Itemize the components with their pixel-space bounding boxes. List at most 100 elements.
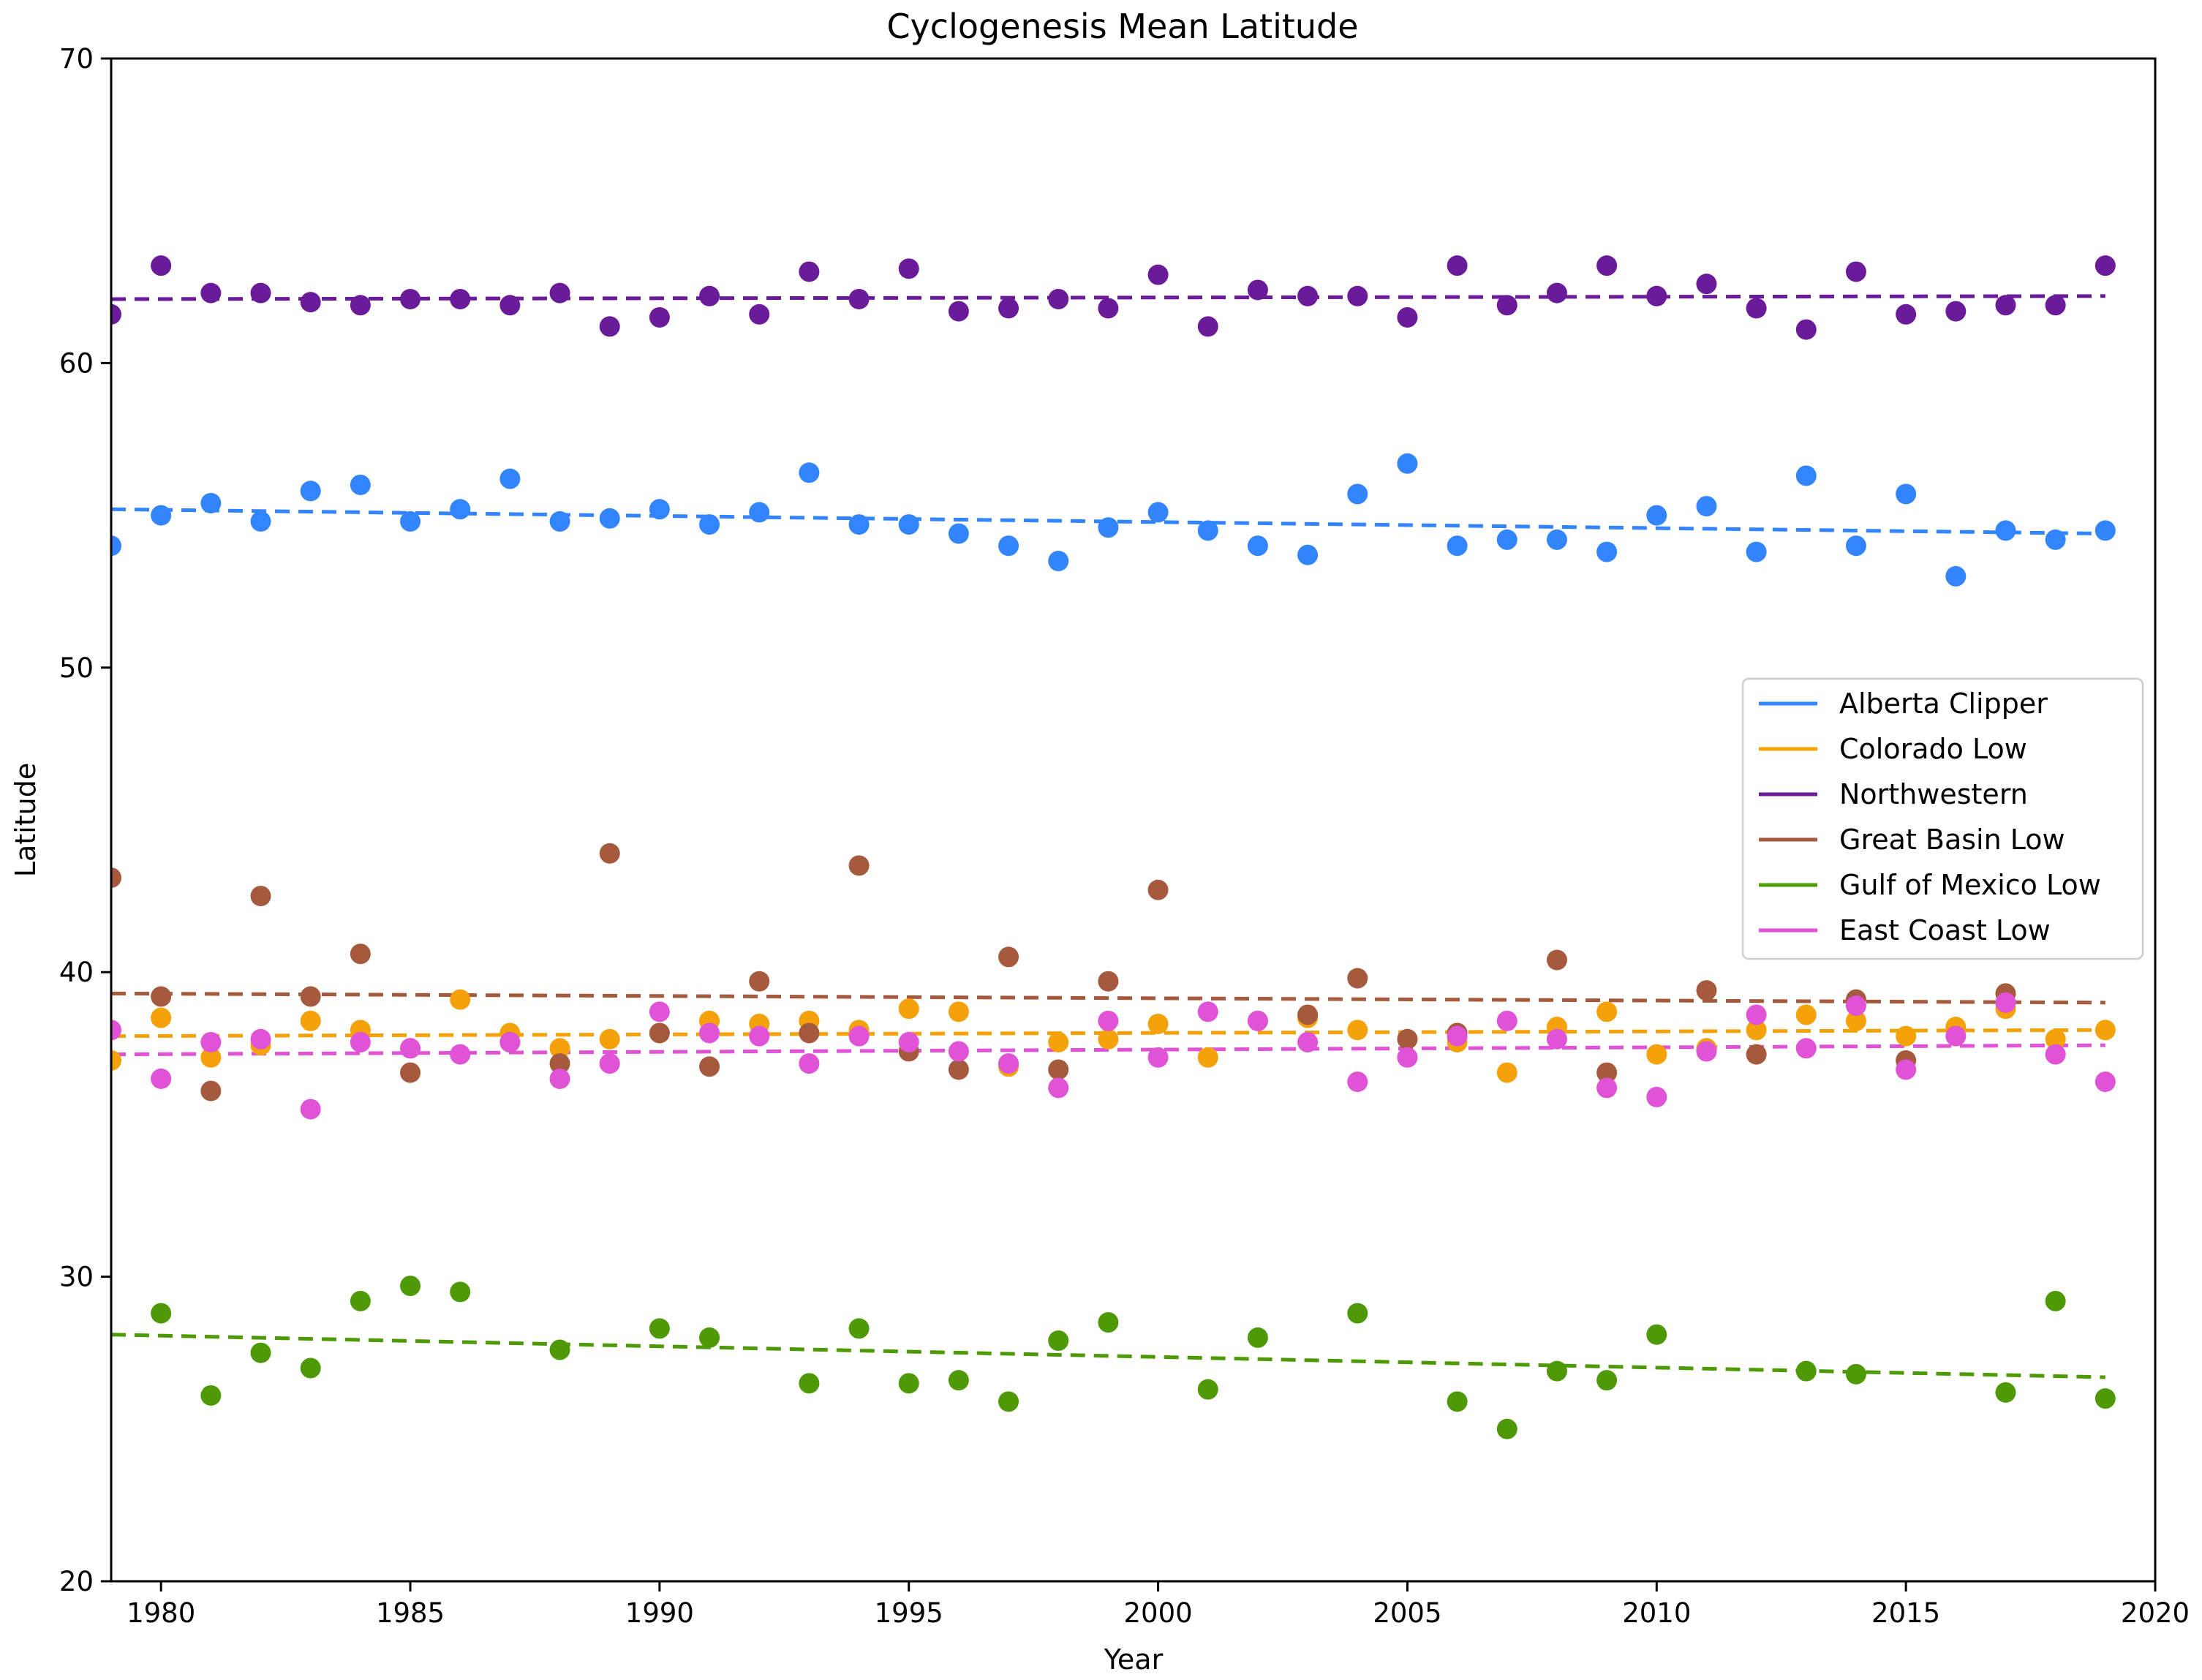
x-axis: 1980 1985 1990 1995 2000 2005 2010 2015 2020 <box>127 1581 2190 1629</box>
chart-title: Cyclogenesis Mean Latitude <box>886 7 1358 46</box>
point-east-coast-low <box>649 1001 670 1022</box>
point-alberta-clipper <box>1496 529 1517 550</box>
point-northwestern <box>1696 274 1717 295</box>
point-colorado-low <box>1845 1010 1866 1031</box>
point-alberta-clipper <box>1696 496 1717 517</box>
point-alberta-clipper <box>848 514 870 535</box>
point-gulf-of-mexico-low <box>1795 1360 1817 1382</box>
trend-line-great-basin-low <box>110 991 2105 1005</box>
point-east-coast-low <box>1896 1059 1917 1080</box>
point-great-basin-low <box>1347 968 1368 989</box>
point-colorado-low <box>1596 1001 1618 1022</box>
point-alberta-clipper <box>1845 535 1866 557</box>
point-colorado-low <box>1896 1025 1917 1047</box>
x-tick-label: 2010 <box>1622 1597 1691 1629</box>
point-great-basin-low <box>300 986 321 1007</box>
point-alberta-clipper <box>1247 535 1268 557</box>
point-alberta-clipper <box>2045 529 2066 550</box>
point-east-coast-low <box>699 1022 720 1044</box>
point-alberta-clipper <box>450 499 471 520</box>
point-colorado-low <box>1795 1004 1817 1025</box>
y-tick-label: 40 <box>59 957 94 988</box>
point-great-basin-low <box>1297 1004 1319 1025</box>
point-gulf-of-mexico-low <box>1995 1382 2016 1403</box>
point-colorado-low <box>1197 1047 1218 1068</box>
point-northwestern <box>1447 255 1468 276</box>
point-gulf-of-mexico-low <box>1247 1327 1268 1348</box>
point-alberta-clipper <box>1197 520 1218 541</box>
point-alberta-clipper <box>300 481 321 502</box>
point-great-basin-low <box>1397 1028 1418 1050</box>
point-alberta-clipper <box>599 508 620 529</box>
point-alberta-clipper <box>1048 551 1069 572</box>
y-tick-label: 60 <box>59 347 94 379</box>
point-great-basin-low <box>649 1022 670 1044</box>
point-northwestern <box>1297 285 1319 306</box>
point-gulf-of-mexico-low <box>300 1357 321 1379</box>
point-east-coast-low <box>1546 1028 1567 1050</box>
point-colorado-low <box>300 1010 321 1031</box>
point-northwestern <box>1247 279 1268 301</box>
point-gulf-of-mexico-low <box>450 1281 471 1303</box>
y-tick-label: 30 <box>59 1262 94 1293</box>
point-colorado-low <box>599 1028 620 1050</box>
point-gulf-of-mexico-low <box>799 1373 820 1394</box>
points-layer <box>111 255 2116 1439</box>
point-alberta-clipper <box>200 492 222 513</box>
point-gulf-of-mexico-low <box>1596 1370 1618 1391</box>
point-great-basin-low <box>250 886 271 907</box>
point-east-coast-low <box>948 1041 969 1062</box>
point-alberta-clipper <box>1646 505 1667 526</box>
point-east-coast-low <box>350 1031 371 1052</box>
point-alberta-clipper <box>898 514 919 535</box>
point-alberta-clipper <box>699 514 720 535</box>
legend-label-alberta-clipper: Alberta Clipper <box>1839 688 2048 720</box>
trend-line-east-coast-low <box>110 1043 2105 1057</box>
point-northwestern <box>998 298 1019 319</box>
point-gulf-of-mexico-low <box>200 1385 222 1406</box>
point-east-coast-low <box>1347 1071 1368 1093</box>
point-east-coast-low <box>1447 1025 1468 1047</box>
point-east-coast-low <box>1297 1031 1319 1052</box>
point-northwestern <box>1048 288 1069 309</box>
point-northwestern <box>450 288 471 309</box>
point-alberta-clipper <box>2094 520 2116 541</box>
point-northwestern <box>1995 295 2016 316</box>
point-east-coast-low <box>1247 1010 1268 1031</box>
point-colorado-low <box>1147 1013 1169 1034</box>
point-gulf-of-mexico-low <box>2094 1388 2116 1409</box>
point-northwestern <box>2045 295 2066 316</box>
point-northwestern <box>2094 255 2116 276</box>
point-east-coast-low <box>1197 1001 1218 1022</box>
point-northwestern <box>649 306 670 328</box>
point-northwestern <box>350 295 371 316</box>
point-east-coast-low <box>599 1053 620 1074</box>
point-northwestern <box>799 261 820 282</box>
point-alberta-clipper <box>350 474 371 495</box>
point-gulf-of-mexico-low <box>998 1391 1019 1412</box>
point-alberta-clipper <box>1098 517 1119 538</box>
point-northwestern <box>1845 261 1866 282</box>
point-great-basin-low <box>848 855 870 876</box>
point-gulf-of-mexico-low <box>400 1276 421 1297</box>
legend-box <box>1741 677 2144 960</box>
point-northwestern <box>699 285 720 306</box>
point-colorado-low <box>2045 1028 2066 1050</box>
point-great-basin-low <box>151 986 172 1007</box>
point-east-coast-low <box>1945 1025 1967 1047</box>
point-gulf-of-mexico-low <box>898 1373 919 1394</box>
point-colorado-low <box>1048 1031 1069 1052</box>
point-east-coast-low <box>549 1068 570 1089</box>
point-gulf-of-mexico-low <box>1546 1360 1567 1382</box>
point-colorado-low <box>2094 1020 2116 1041</box>
point-gulf-of-mexico-low <box>848 1318 870 1339</box>
point-gulf-of-mexico-low <box>350 1290 371 1311</box>
point-east-coast-low <box>250 1028 271 1050</box>
point-northwestern <box>749 304 770 325</box>
point-alberta-clipper <box>1945 565 1967 587</box>
point-east-coast-low <box>898 1031 919 1052</box>
point-east-coast-low <box>1795 1038 1817 1059</box>
point-northwestern <box>898 258 919 279</box>
point-alberta-clipper <box>749 502 770 523</box>
point-great-basin-low <box>1147 879 1169 900</box>
